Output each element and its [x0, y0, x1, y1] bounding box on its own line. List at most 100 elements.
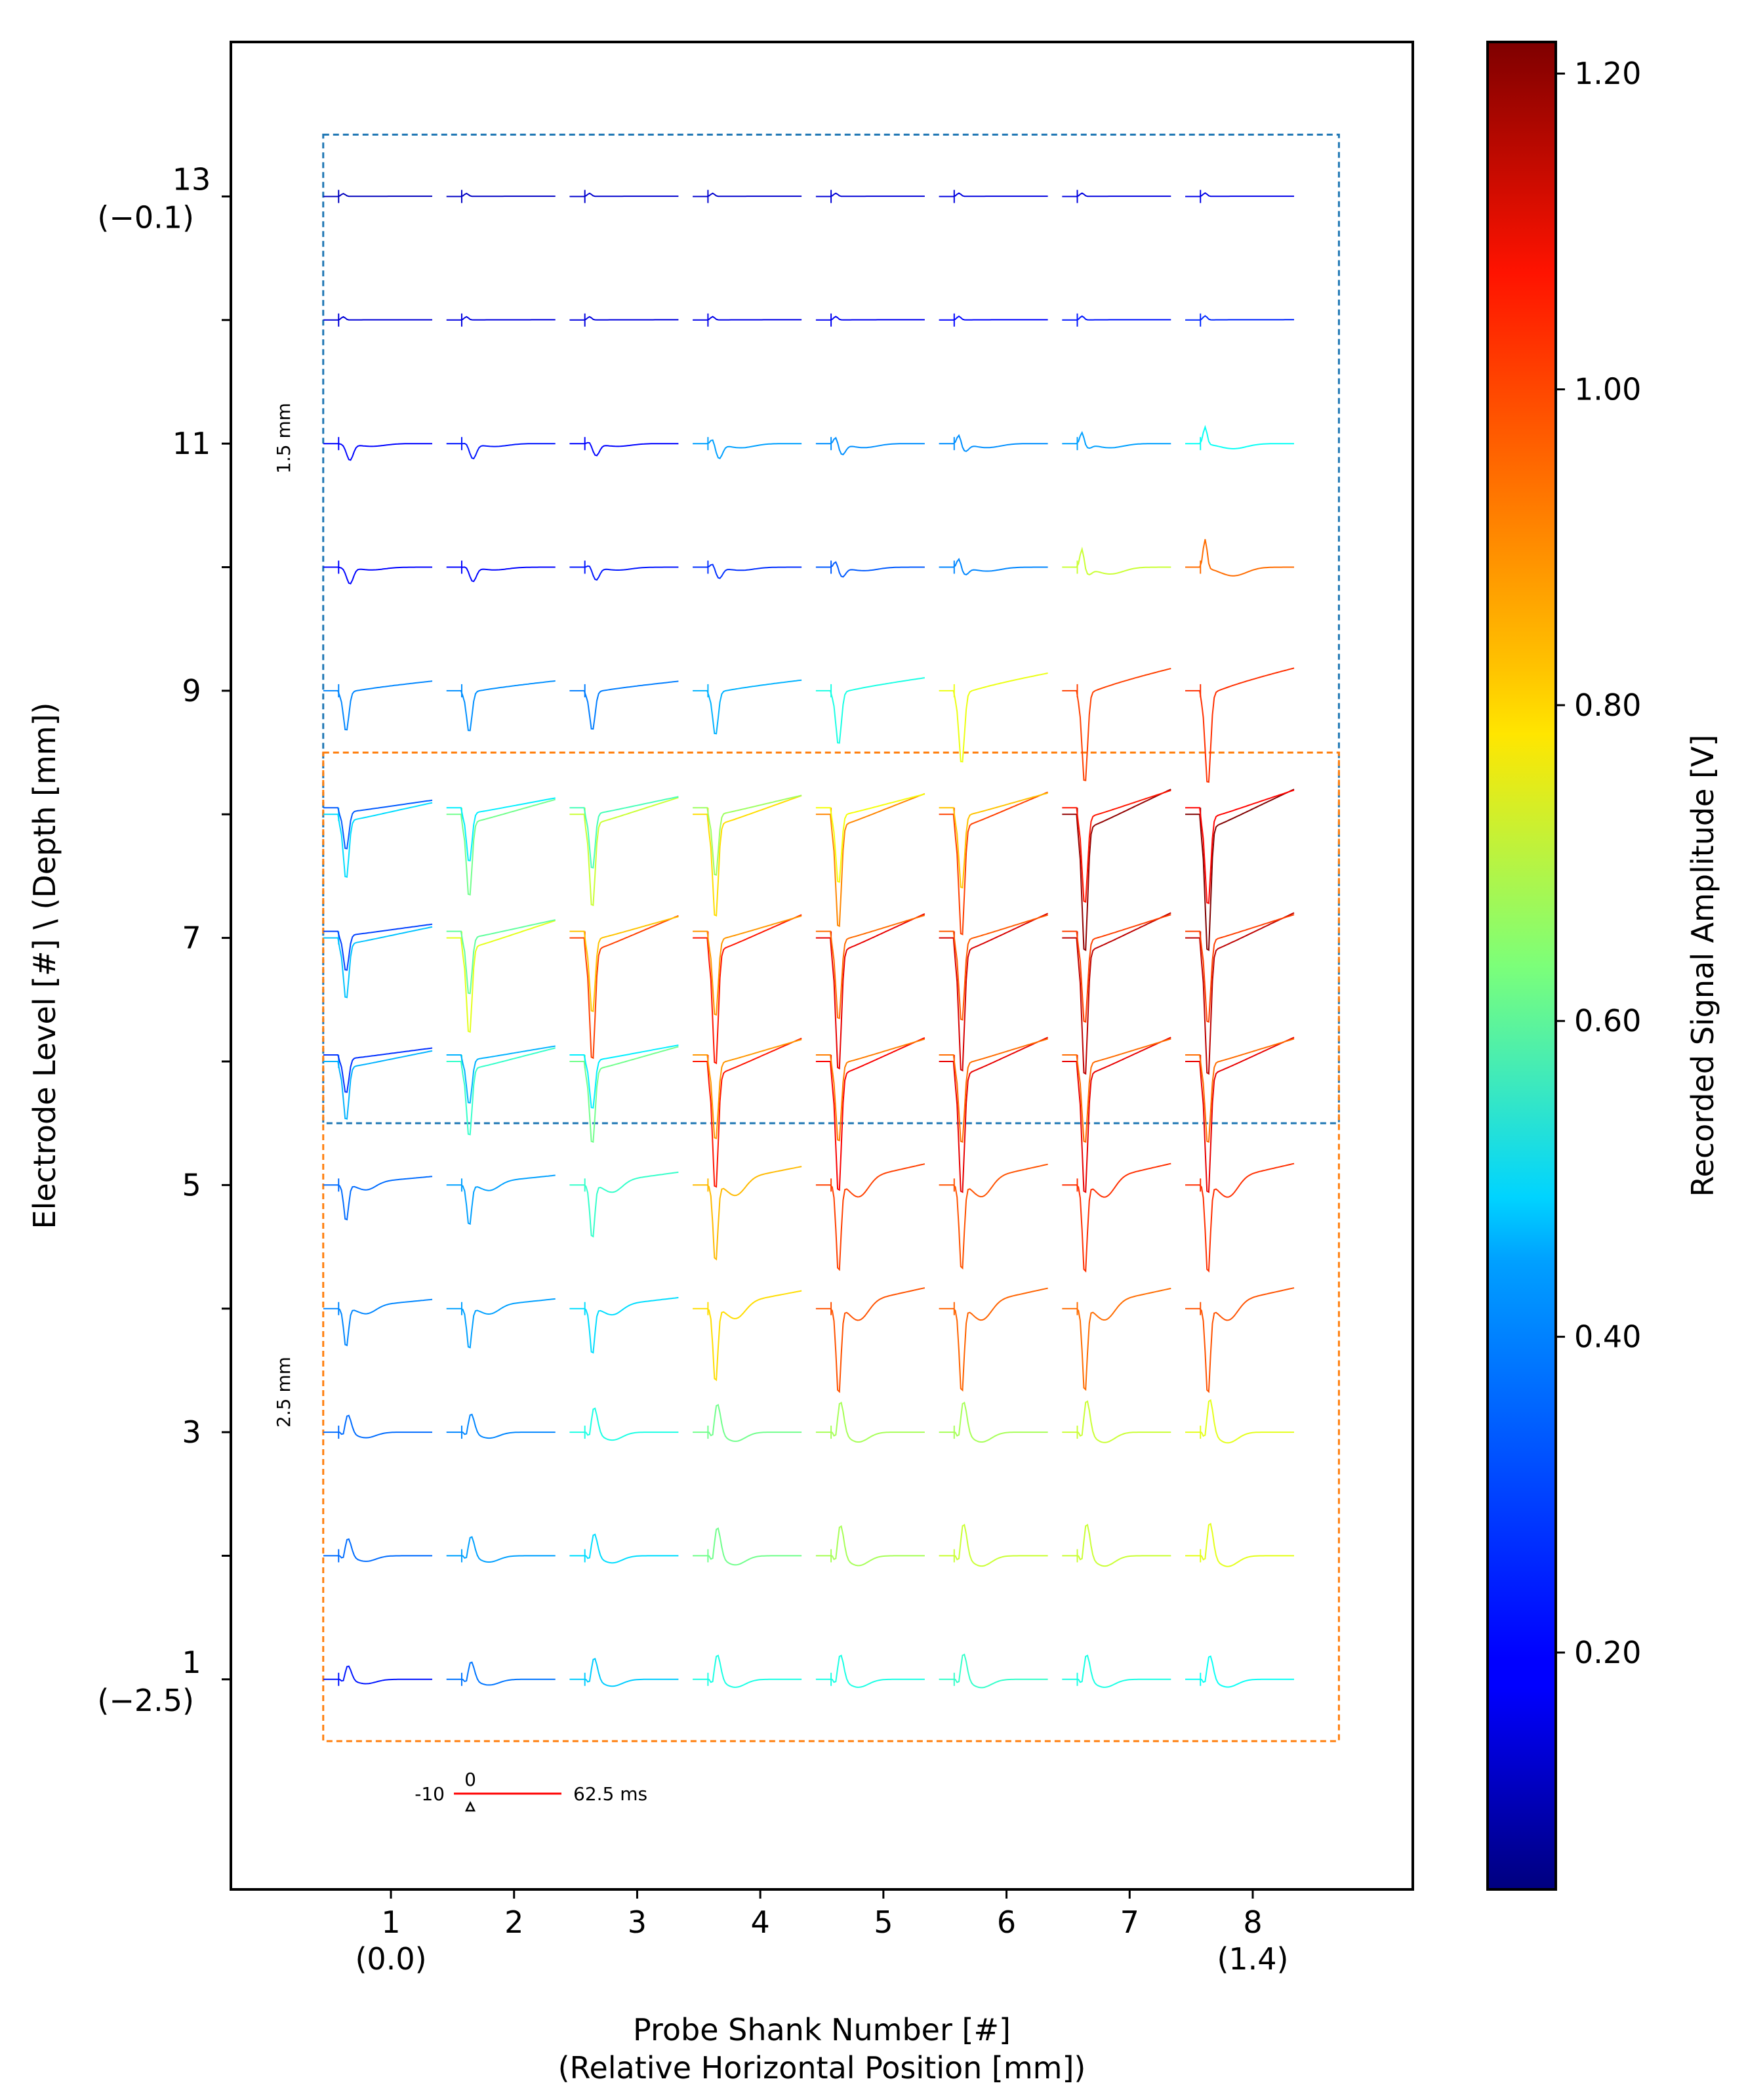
colorbar-gradient — [1486, 41, 1557, 1891]
waveform-trace-secondary — [569, 916, 679, 1012]
plot-frame — [230, 41, 1414, 1891]
waveform-trace — [323, 316, 432, 321]
time-scale-bar: -10 0 62.5 ms — [415, 1769, 647, 1812]
waveform-trace — [1185, 424, 1294, 449]
waveform-trace — [939, 315, 1048, 321]
region-box-1 — [322, 133, 1340, 1124]
waveform-trace — [569, 192, 679, 197]
waveform-trace — [1062, 1163, 1171, 1273]
x-tick-label: 8 — [1243, 1904, 1262, 1940]
waveform-trace-secondary — [815, 1038, 925, 1142]
waveform-trace — [939, 1653, 1048, 1689]
waveform-trace — [569, 316, 679, 321]
waveform-trace — [446, 1174, 556, 1225]
waveform-trace — [815, 192, 925, 197]
waveform-trace-secondary — [569, 1044, 679, 1109]
waveform-trace — [693, 679, 802, 735]
waveform-trace — [693, 1166, 802, 1261]
waveform-trace — [693, 439, 802, 459]
waveform-trace — [939, 192, 1048, 197]
waveform-trace — [815, 316, 925, 321]
colorbar-tick-label: 1.00 — [1574, 372, 1641, 407]
waveform-trace — [1062, 1287, 1171, 1391]
waveform-trace — [1062, 430, 1171, 449]
x-axis-title-line1: Probe Shank Number [#] — [633, 2012, 1011, 2048]
waveform-trace — [1185, 789, 1295, 951]
waveform-trace-secondary — [693, 1039, 802, 1140]
x-tick-label: 2 — [504, 1904, 523, 1940]
waveform-trace — [939, 672, 1048, 763]
waveform-trace — [693, 914, 802, 1065]
waveform-trace — [815, 561, 925, 578]
waveform-trace — [815, 793, 925, 928]
waveform-trace — [323, 192, 432, 197]
waveform-trace — [1185, 667, 1295, 783]
waveform-trace — [693, 1403, 802, 1442]
waveform-trace — [1185, 192, 1294, 197]
waveform-trace — [939, 1037, 1048, 1193]
waveform-trace — [1062, 1655, 1171, 1688]
waveform-trace — [323, 802, 433, 878]
waveform-trace — [323, 1538, 432, 1562]
waveform-trace — [446, 1047, 556, 1136]
region-boxes — [322, 133, 1340, 1742]
waveform-trace — [1185, 912, 1295, 1075]
waveform-trace — [569, 565, 679, 581]
x-tick-sublabel: (0.0) — [355, 1941, 426, 1977]
waveform-trace — [323, 1298, 433, 1347]
waveform-trace — [815, 1163, 925, 1271]
waveform-trace — [1185, 539, 1294, 577]
waveform-trace — [693, 1655, 802, 1688]
waveform-trace — [1062, 1037, 1171, 1193]
waveform-trace — [1062, 315, 1171, 321]
waveform-trace — [446, 1413, 556, 1439]
waveform-trace — [939, 1523, 1048, 1567]
waveform-trace — [569, 1296, 679, 1354]
waveform-trace — [815, 1037, 925, 1191]
waveform-trace — [446, 442, 556, 460]
x-axis-title-line2: (Relative Horizontal Position [mm]) — [558, 2050, 1086, 2086]
x-tick-label: 1 — [381, 1904, 400, 1940]
colorbar-tick-label: 0.80 — [1574, 688, 1641, 723]
waveform-trace — [1185, 1655, 1294, 1688]
x-axis-ticks: 1(0.0) 2 3 4 5 6 7 8(1.4) — [355, 1889, 1289, 1977]
waveform-trace — [1062, 1523, 1171, 1567]
y-tick-sublabel: (−0.1) — [97, 199, 194, 235]
colorbar-tick-label: 0.40 — [1574, 1319, 1641, 1355]
waveform-trace — [569, 1046, 679, 1143]
waveform-trace — [323, 680, 433, 731]
waveform-trace-secondary — [1185, 1038, 1295, 1143]
waveform-trace — [1062, 912, 1171, 1075]
waveform-trace — [815, 1525, 925, 1567]
waveform-trace-secondary — [1062, 789, 1171, 903]
colorbar-label: Recorded Signal Amplitude [V] — [1685, 735, 1720, 1197]
waveform-trace — [446, 192, 556, 197]
y-tick-label: 13 — [173, 161, 211, 197]
x-tick-label: 4 — [751, 1904, 770, 1940]
colorbar-tick-label: 0.20 — [1574, 1635, 1641, 1670]
waveform-trace — [693, 316, 802, 321]
waveform-trace-secondary — [939, 1038, 1048, 1143]
waveform-trace — [1185, 1037, 1295, 1193]
waveform-trace — [1185, 1163, 1295, 1273]
waveform-trace — [446, 1536, 556, 1563]
waveform-trace-secondary — [323, 1047, 433, 1093]
colorbar-tick-label: 0.60 — [1574, 1003, 1641, 1039]
waveform-trace-secondary — [1062, 914, 1171, 1023]
time-scale-end: 62.5 ms — [573, 1783, 647, 1805]
y-tick-label: 3 — [182, 1414, 201, 1450]
colorbar-ticks: 0.20 0.40 0.60 0.80 1.00 1.20 — [1556, 56, 1641, 1670]
waveform-trace-secondary — [939, 914, 1048, 1021]
x-tick-label: 6 — [997, 1904, 1016, 1940]
waveform-trace — [323, 926, 433, 999]
waveform-trace — [1062, 546, 1171, 576]
waveform-trace — [1185, 1399, 1294, 1444]
waveform-trace — [446, 680, 556, 731]
waveform-trace — [446, 566, 556, 583]
waveform-trace-secondary — [1185, 914, 1295, 1023]
y-tick-label: 1 — [182, 1645, 201, 1680]
waveform-trace — [693, 1290, 802, 1382]
colorbar: 0.20 0.40 0.60 0.80 1.00 1.20 Recorded Signal… — [1486, 41, 1720, 1891]
x-tick-label: 7 — [1120, 1904, 1139, 1940]
